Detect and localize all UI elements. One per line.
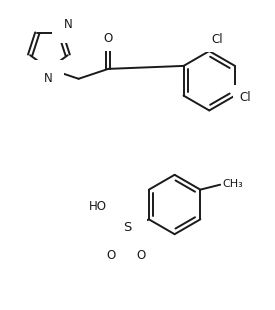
- Text: O: O: [136, 249, 145, 262]
- Text: Cl: Cl: [239, 91, 251, 104]
- Text: O: O: [104, 32, 113, 45]
- Text: HO: HO: [89, 200, 107, 213]
- Text: N: N: [64, 18, 72, 31]
- Text: CH₃: CH₃: [222, 179, 243, 189]
- Text: N: N: [43, 72, 52, 85]
- Text: S: S: [123, 221, 131, 234]
- Text: Cl: Cl: [211, 33, 223, 46]
- Text: O: O: [107, 249, 116, 262]
